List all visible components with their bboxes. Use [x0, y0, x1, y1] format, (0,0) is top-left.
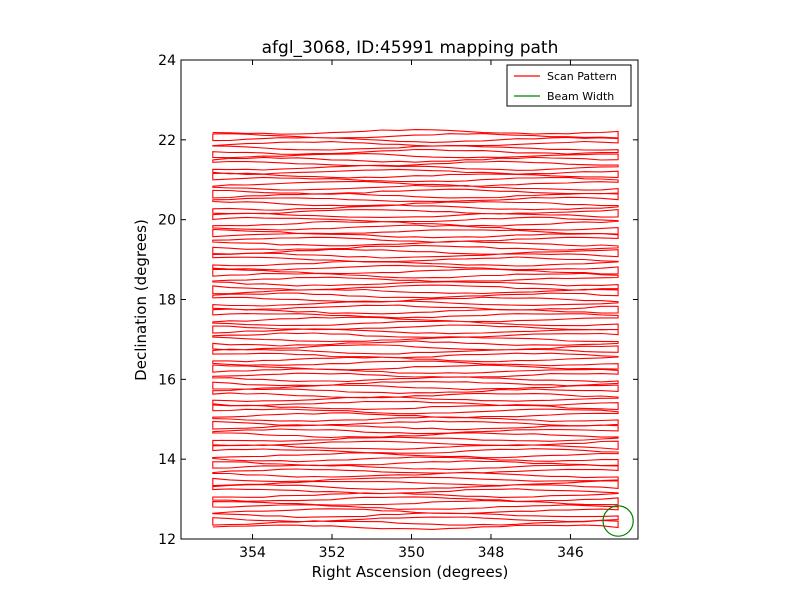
legend: Scan Pattern Beam Width — [506, 64, 632, 107]
y-tick-label: 14 — [158, 452, 176, 468]
x-tick-label: 354 — [239, 545, 266, 561]
x-tick-label: 352 — [319, 545, 346, 561]
scan-pattern-line — [212, 129, 619, 530]
y-tick-label: 22 — [158, 133, 176, 149]
y-axis-label: Declination (degrees) — [132, 219, 150, 381]
axis-ticks: 354 352 350 348 346 12 14 16 18 20 22 24 — [158, 53, 638, 561]
x-tick-label: 348 — [478, 545, 505, 561]
x-tick-label: 346 — [557, 545, 584, 561]
y-tick-label: 12 — [158, 532, 176, 548]
plot-area: 354 352 350 348 346 12 14 16 18 20 22 24 — [158, 53, 639, 561]
y-tick-label: 24 — [158, 53, 176, 69]
y-tick-label: 20 — [158, 213, 176, 229]
legend-box — [506, 64, 632, 107]
y-tick-label: 18 — [158, 293, 176, 309]
x-tick-label: 350 — [398, 545, 425, 561]
chart-title: afgl_3068, ID:45991 mapping path — [262, 38, 559, 58]
x-axis-label: Right Ascension (degrees) — [312, 563, 509, 581]
legend-label-scan-pattern: Scan Pattern — [547, 70, 617, 83]
scan-pattern-series — [212, 129, 619, 530]
y-tick-label: 16 — [158, 372, 176, 388]
legend-label-beam-width: Beam Width — [547, 90, 614, 103]
beam-width-circle — [602, 505, 634, 537]
beam-width-series — [602, 505, 634, 537]
